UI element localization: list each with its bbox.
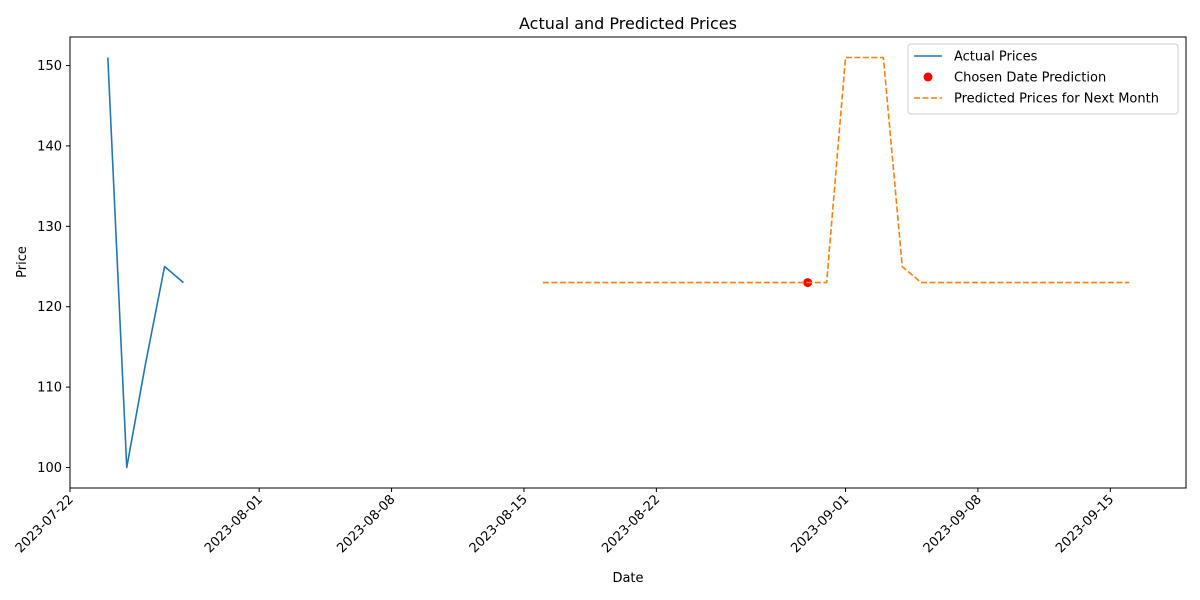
- series-line-2: [542, 56, 1130, 284]
- legend-swatch-marker: [923, 72, 933, 82]
- chart-legend: Actual Prices Chosen Date Prediction Predi…: [907, 43, 1179, 115]
- series-line-0: [107, 57, 185, 469]
- y-tick-label: 110: [37, 381, 62, 396]
- y-tick-label: 130: [37, 220, 62, 235]
- y-tick-label: 150: [37, 59, 62, 74]
- chart-title: Actual and Predicted Prices: [519, 14, 737, 33]
- y-tick-label: 140: [37, 139, 62, 154]
- legend-entry-label: Predicted Prices for Next Month: [954, 92, 1159, 107]
- y-tick-label: 100: [37, 461, 62, 476]
- y-tick-label: 120: [37, 300, 62, 315]
- legend-entry-label: Chosen Date Prediction: [954, 71, 1106, 86]
- x-axis-label: Date: [612, 571, 643, 586]
- legend-entry-label: Actual Prices: [954, 50, 1038, 65]
- y-axis-label: Price: [15, 246, 30, 278]
- legend-box: [907, 43, 1179, 115]
- plot-frame: [69, 36, 1187, 489]
